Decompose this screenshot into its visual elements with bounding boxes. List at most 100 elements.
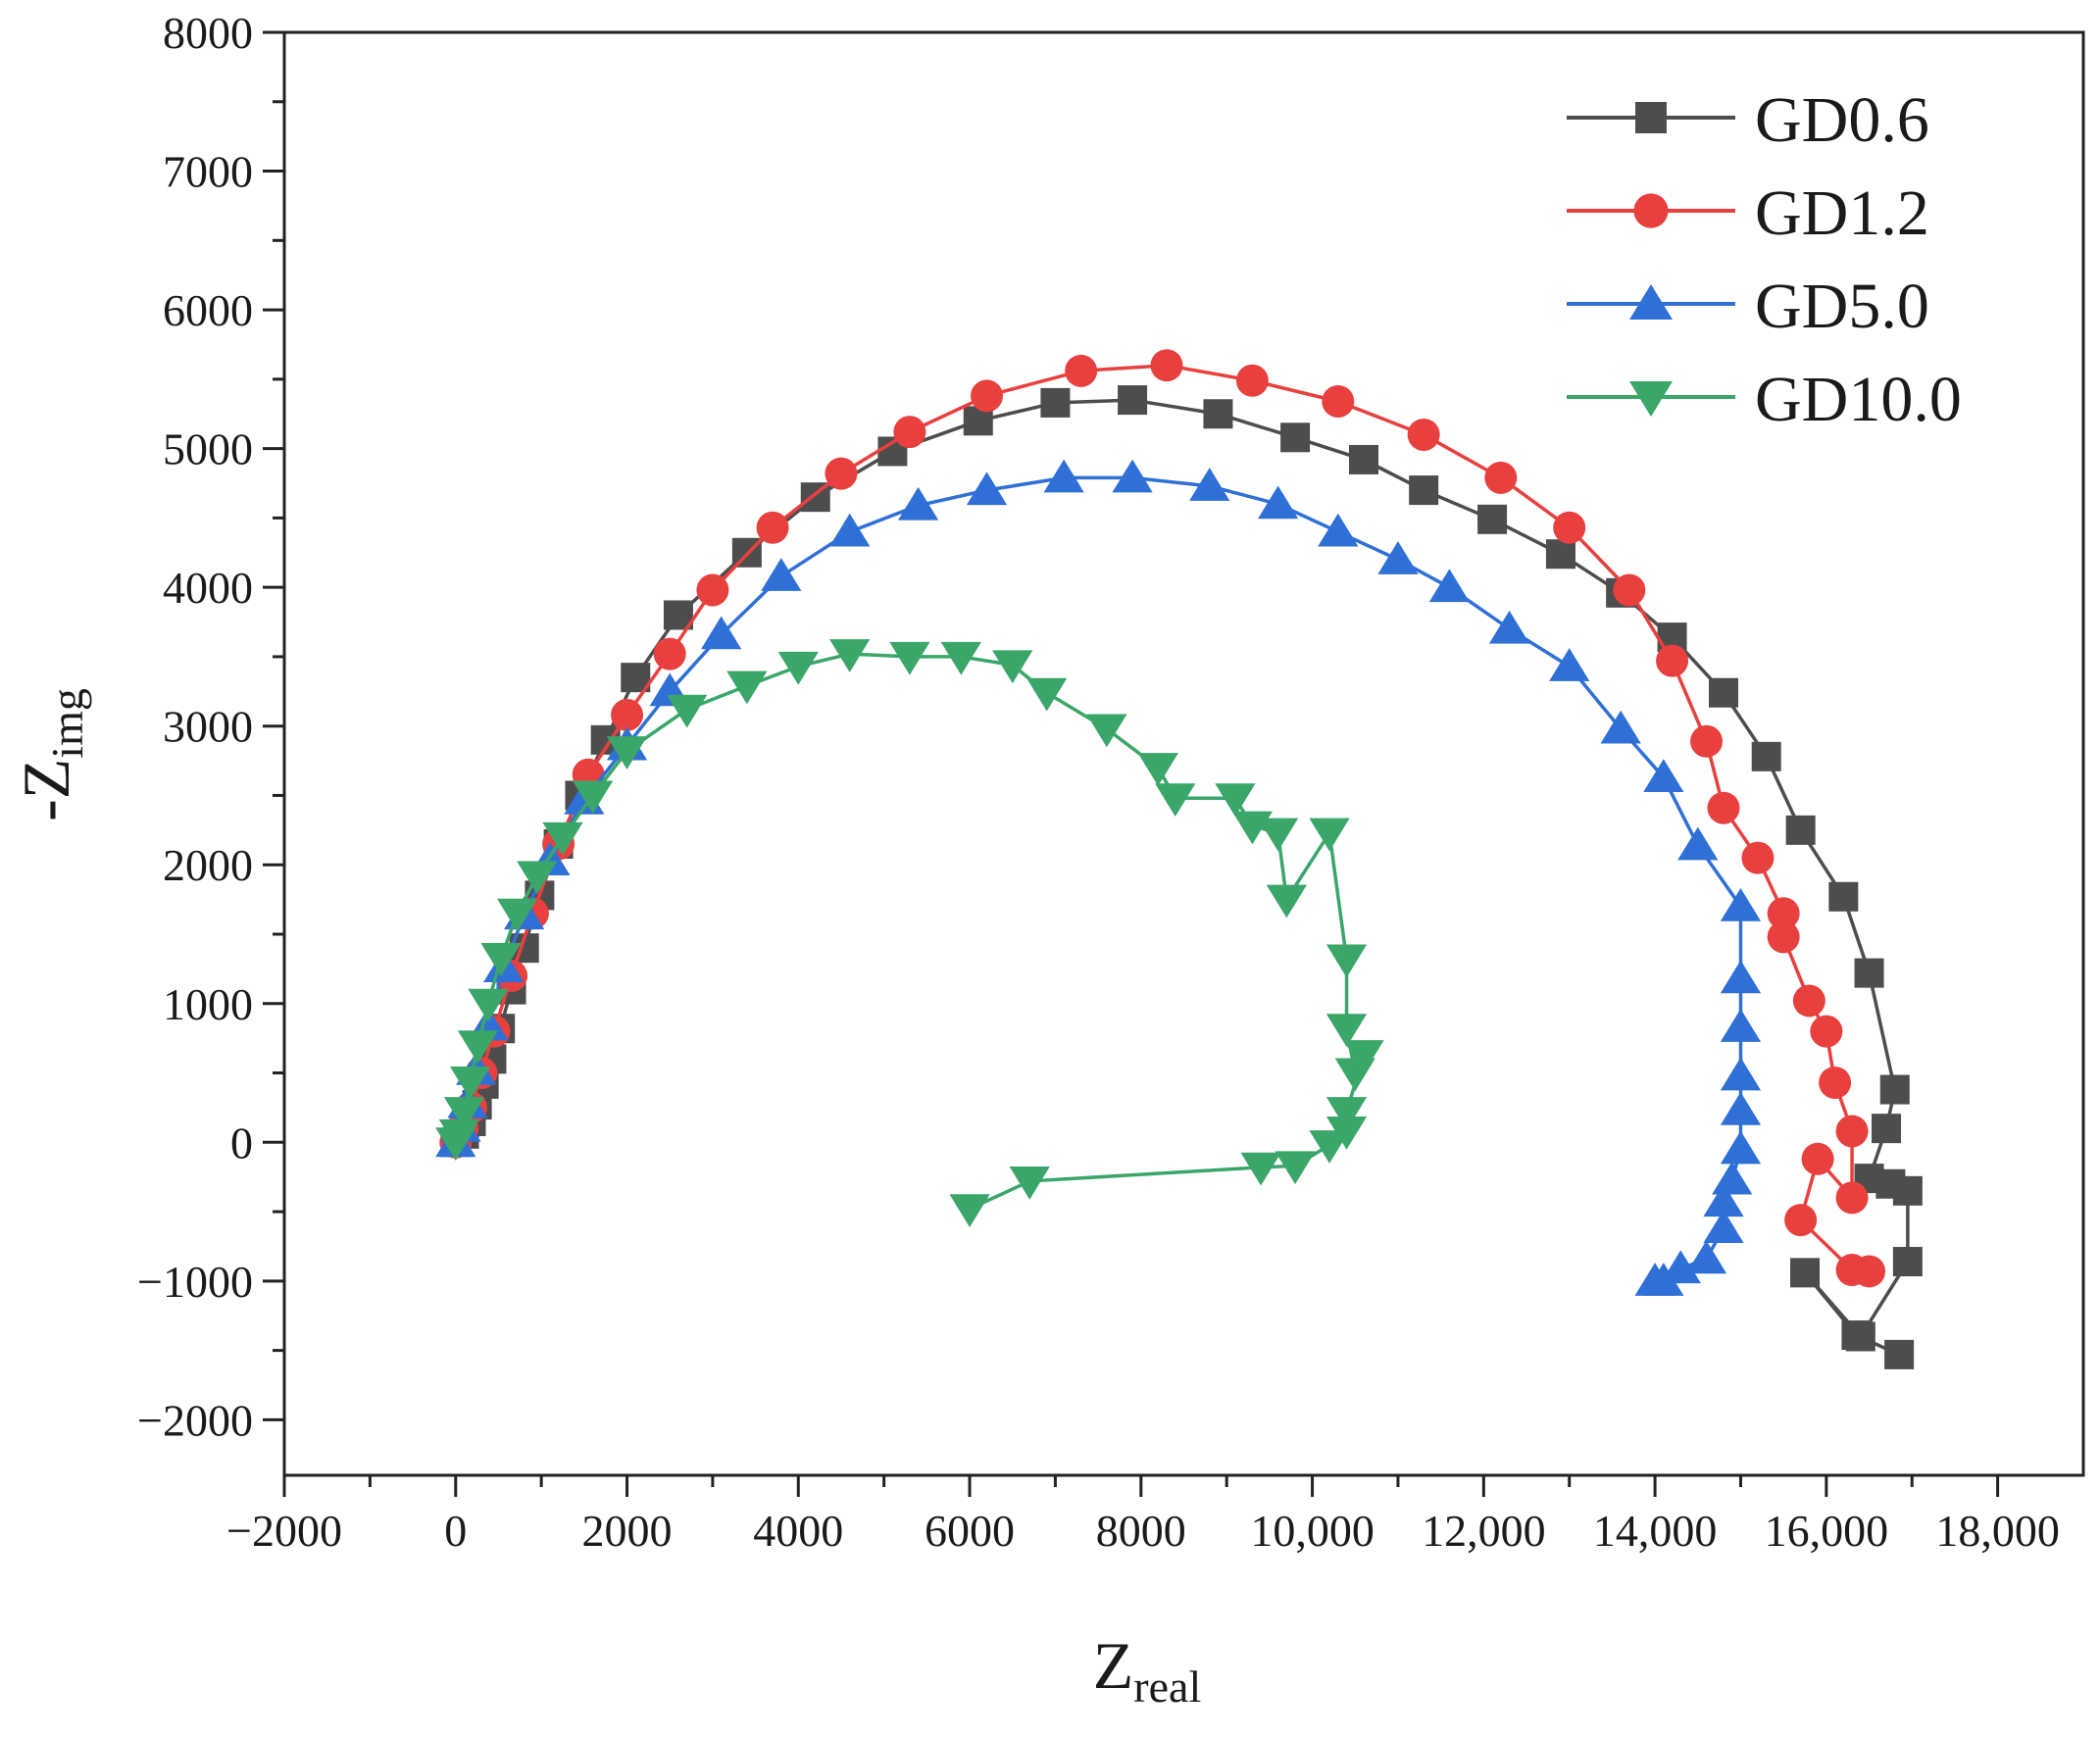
data-point-gd5-0 [1043,459,1084,493]
data-point-gd10-0 [667,694,708,728]
legend-label-gd0-6: GD0.6 [1755,84,1929,156]
data-point-gd1-2 [1784,1204,1818,1237]
data-point-gd1-2 [756,511,789,544]
data-point-gd10-0 [829,639,871,672]
data-point-gd1-2 [1835,1115,1869,1148]
x-tick-label: −2000 [226,1506,342,1556]
data-point-gd0-6 [1545,539,1575,570]
data-point-gd1-2 [1819,1066,1852,1099]
y-tick-label: 6000 [163,285,253,335]
data-point-gd0-6 [1872,1114,1902,1144]
data-point-gd1-2 [1656,644,1689,677]
data-point-gd1-2 [1853,1255,1886,1288]
data-point-gd5-0 [966,472,1008,506]
data-point-gd10-0 [889,641,930,675]
data-point-gd10-0 [438,1118,479,1153]
data-point-gd5-0 [1549,648,1590,681]
y-tick-label: 5000 [163,424,253,474]
data-point-gd10-0 [1343,1040,1384,1073]
series-gd5-0 [435,459,1762,1296]
x-axis-title-main: Z [1093,1628,1134,1703]
data-point-gd10-0 [449,1067,491,1100]
data-point-gd1-2 [1792,984,1825,1018]
series-gd1-2 [439,349,1886,1288]
y-tick-label: 1000 [163,979,253,1029]
y-tick-label: 0 [230,1117,253,1167]
data-point-gd10-0 [497,898,538,932]
data-point-gd5-0 [1677,826,1719,861]
data-point-gd10-0 [1215,783,1256,818]
y-tick-label: −2000 [137,1395,253,1445]
data-point-gd0-6 [1854,958,1884,988]
data-point-gd5-0 [1600,710,1641,744]
data-point-gd10-0 [457,1030,499,1064]
series-line-gd1-2 [454,363,1870,1273]
data-point-gd1-2 [1322,384,1355,418]
series-line-gd0-6 [454,398,1910,1357]
data-point-gd1-2 [1801,1142,1834,1175]
data-point-gd5-0 [1703,1183,1744,1217]
data-point-gd1-2 [1407,418,1440,451]
data-point-gd10-0 [1309,1130,1350,1164]
data-point-gd5-0 [1720,1009,1762,1042]
data-point-gd10-0 [480,943,522,976]
data-point-gd5-0 [1189,468,1230,501]
data-point-gd1-2 [1767,897,1800,930]
data-point-gd1-2 [893,416,926,449]
y-axis-title: -Zimg [9,688,92,821]
data-point-gd5-0 [701,616,742,650]
data-point-gd10-0 [1026,677,1068,712]
data-point-gd1-2 [1065,354,1098,387]
data-point-gd1-2 [1741,841,1775,874]
data-point-gd0-6 [1203,399,1233,429]
y-tick-label: 4000 [163,563,253,613]
x-axis-title-subscript: real [1133,1662,1201,1712]
x-tick-label: 6000 [925,1506,1015,1556]
data-point-gd5-0 [1720,887,1762,921]
data-point-gd0-6 [1709,677,1738,708]
data-point-gd1-2 [1484,461,1518,494]
data-point-gd5-0 [1720,960,1762,994]
data-point-gd0-6 [1409,475,1439,506]
data-point-gd5-0 [1428,569,1471,603]
data-point-gd1-2 [1707,791,1740,824]
data-point-gd0-6 [1118,385,1148,416]
data-point-gd5-0 [761,558,802,591]
data-point-gd1-2 [1235,364,1269,397]
data-point-gd10-0 [1325,1014,1368,1047]
data-point-gd10-0 [1240,1152,1281,1186]
data-point-gd0-6 [1349,444,1378,474]
data-point-gd0-6 [1790,1258,1821,1288]
data-point-gd5-0 [1318,513,1359,547]
data-point-gd10-0 [949,1194,990,1227]
series-gd0-6 [440,385,1923,1369]
legend-marker-gd1-2 [1633,193,1669,228]
x-tick-label: 4000 [753,1506,843,1556]
data-point-gd5-0 [1488,610,1530,644]
data-point-gd10-0 [1275,1151,1316,1185]
x-tick-label: 10,000 [1250,1506,1375,1556]
data-point-gd10-0 [1266,884,1307,919]
data-point-gd0-6 [1828,881,1859,912]
legend-item-gd0-6: GD0.6 [1567,84,1929,156]
y-tick-label: 3000 [163,702,253,752]
x-tick-label: 8000 [1096,1506,1186,1556]
data-point-gd5-0 [1720,1057,1762,1091]
data-point-gd5-0 [1720,1092,1762,1125]
data-point-gd1-2 [611,698,644,731]
data-point-gd0-6 [1040,387,1071,418]
x-tick-label: 12,000 [1422,1506,1546,1556]
y-tick-label: 2000 [163,840,253,890]
data-point-gd1-2 [653,637,686,670]
data-point-gd1-2 [971,379,1004,413]
x-tick-label: 14,000 [1593,1506,1718,1556]
y-tick-label: −1000 [137,1257,253,1307]
data-point-gd10-0 [1155,783,1196,818]
data-point-gd1-2 [696,573,729,607]
data-point-gd10-0 [606,736,648,770]
legend-marker-gd5-0 [1629,284,1673,320]
legend: GD0.6 GD1.2 GD5.0 GD10.0 [1567,84,1962,435]
data-point-gd0-6 [1841,1320,1872,1351]
y-tick-label: 8000 [163,8,253,58]
data-point-gd1-2 [1553,511,1586,544]
